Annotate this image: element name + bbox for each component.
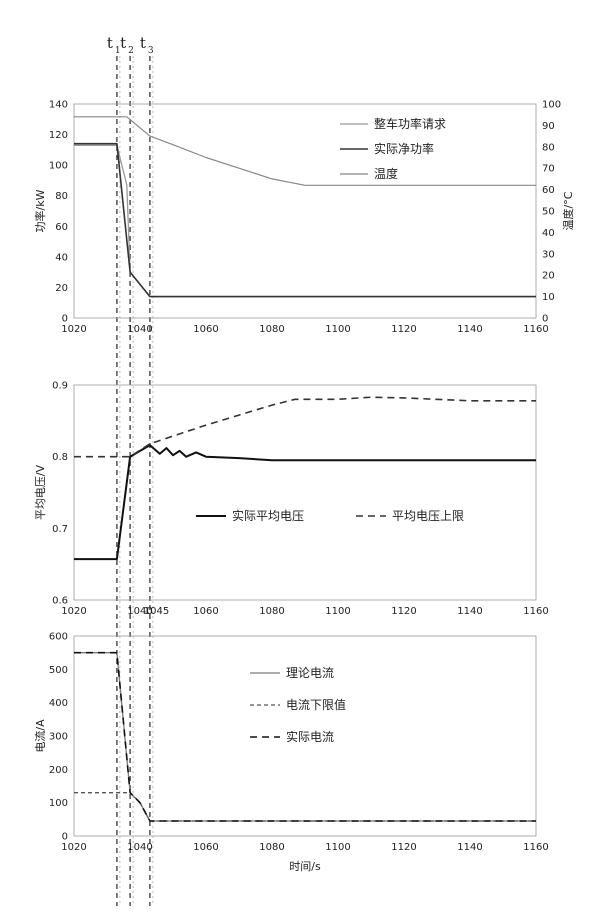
series-line-2 bbox=[74, 792, 536, 822]
x-axis-label: 时间/s bbox=[289, 860, 321, 873]
x-tick-label: 1120 bbox=[391, 842, 416, 853]
y2-tick-label: 10 bbox=[542, 292, 555, 303]
y-tick-label: 20 bbox=[55, 283, 68, 294]
x-tick-label: 1100 bbox=[325, 842, 350, 853]
x-tick-label: 1060 bbox=[193, 324, 218, 335]
y2-tick-label: 60 bbox=[542, 185, 555, 196]
time-marker-subscript: 1 bbox=[115, 46, 121, 56]
y-tick-label: 60 bbox=[55, 222, 68, 233]
y2-tick-label: 70 bbox=[542, 164, 555, 175]
y2-tick-label: 100 bbox=[542, 100, 561, 111]
plot-frame bbox=[73, 103, 537, 319]
series-line-2 bbox=[74, 142, 536, 298]
y2-tick-label: 80 bbox=[542, 142, 555, 153]
series-line-1 bbox=[74, 444, 536, 561]
y-tick-label: 0 bbox=[62, 314, 68, 325]
y2-tick-label: 20 bbox=[542, 271, 555, 282]
y-tick-label: 300 bbox=[49, 732, 68, 743]
x-tick-label: 1060 bbox=[193, 842, 218, 853]
y-tick-label: 0.6 bbox=[52, 596, 68, 607]
legend-entry: 电流下限值 bbox=[286, 697, 346, 712]
x-tick-label: 1040 bbox=[127, 324, 152, 335]
legend-entry: 平均电压上限 bbox=[392, 509, 464, 523]
y-tick-label: 400 bbox=[49, 698, 68, 709]
y2-tick-label: 50 bbox=[542, 207, 555, 218]
x-tick-label: 1040 bbox=[127, 842, 152, 853]
legend-entry: 理论电流 bbox=[286, 666, 334, 680]
x-tick-label: 1140 bbox=[457, 606, 482, 617]
x-tick-label: 1100 bbox=[325, 606, 350, 617]
y2-axis-label: 温度/°C bbox=[561, 191, 575, 230]
x-tick-label: 1020 bbox=[61, 606, 86, 617]
time-marker-label: t bbox=[107, 34, 113, 52]
y2-tick-label: 40 bbox=[542, 228, 555, 239]
plot-frame bbox=[73, 635, 537, 837]
y-axis-label: 功率/kW bbox=[33, 189, 47, 232]
y-tick-label: 0.8 bbox=[52, 452, 68, 463]
y-tick-label: 600 bbox=[49, 632, 68, 643]
x-tick-label: 1080 bbox=[259, 324, 284, 335]
x-tick-label: 1080 bbox=[259, 606, 284, 617]
x-tick-label: 1160 bbox=[523, 324, 548, 335]
x-tick-label: 1040 bbox=[127, 606, 152, 617]
y-tick-label: 80 bbox=[55, 191, 68, 202]
legend-entry: 实际平均电压 bbox=[232, 508, 304, 523]
y-tick-label: 0.9 bbox=[52, 381, 68, 392]
x-tick-label: 1100 bbox=[325, 324, 350, 335]
legend-entry: 整车功率请求 bbox=[374, 116, 446, 131]
legend-entry: 温度 bbox=[374, 166, 398, 181]
y2-tick-label: 30 bbox=[542, 249, 555, 260]
time-marker-label: t bbox=[140, 34, 146, 52]
legend-entry: 实际净功率 bbox=[374, 141, 434, 156]
plot-frame bbox=[73, 384, 537, 601]
y-tick-label: 40 bbox=[55, 252, 68, 263]
x-tick-label: 1060 bbox=[193, 606, 218, 617]
series-line-2 bbox=[74, 396, 536, 458]
chart-3: 1020 1040 1060 1080 1100 1120 1140 1160 0 100 200 3… bbox=[33, 632, 549, 874]
y-axis-label: 平均电压/V bbox=[34, 464, 47, 520]
x-tick-label: 1140 bbox=[457, 842, 482, 853]
plots: 1020 1040 1060 1080 1100 1120 1140 116002040608… bbox=[33, 100, 575, 874]
y-tick-label: 100 bbox=[49, 161, 68, 172]
y-tick-label: 500 bbox=[49, 665, 68, 676]
x-tick-label: 1160 bbox=[523, 842, 548, 853]
y-tick-label: 0.7 bbox=[52, 524, 68, 535]
y2-tick-label: 90 bbox=[542, 121, 555, 132]
x-tick-label: 1020 bbox=[61, 842, 86, 853]
chart-1: 1020 1040 1060 1080 1100 1120 1140 116002040608… bbox=[33, 100, 575, 336]
series-line-1 bbox=[74, 144, 536, 298]
x-tick-label: 1120 bbox=[391, 324, 416, 335]
x-tick-label: 1140 bbox=[457, 324, 482, 335]
legend-entry: 实际电流 bbox=[286, 729, 334, 744]
time-marker-subscript: 3 bbox=[148, 46, 154, 56]
x-tick-label: 1120 bbox=[391, 606, 416, 617]
y-tick-label: 140 bbox=[49, 100, 68, 111]
series-line-3 bbox=[74, 651, 536, 822]
y-tick-label: 200 bbox=[49, 765, 68, 776]
x-tick-label: 1160 bbox=[523, 606, 548, 617]
series-line-3 bbox=[74, 116, 536, 186]
x-tick-label: 1020 bbox=[61, 324, 86, 335]
time-marker-label: t bbox=[120, 34, 126, 52]
y-tick-label: 120 bbox=[49, 130, 68, 141]
x-tick-label: 1080 bbox=[259, 842, 284, 853]
y-axis-label: 电流/A bbox=[33, 719, 47, 753]
time-marker-subscript: 2 bbox=[128, 46, 134, 56]
x-tick-label: 1045 bbox=[144, 606, 169, 617]
y-tick-label: 0 bbox=[62, 832, 68, 843]
y2-tick-label: 0 bbox=[542, 314, 548, 325]
y-tick-label: 100 bbox=[49, 798, 68, 809]
